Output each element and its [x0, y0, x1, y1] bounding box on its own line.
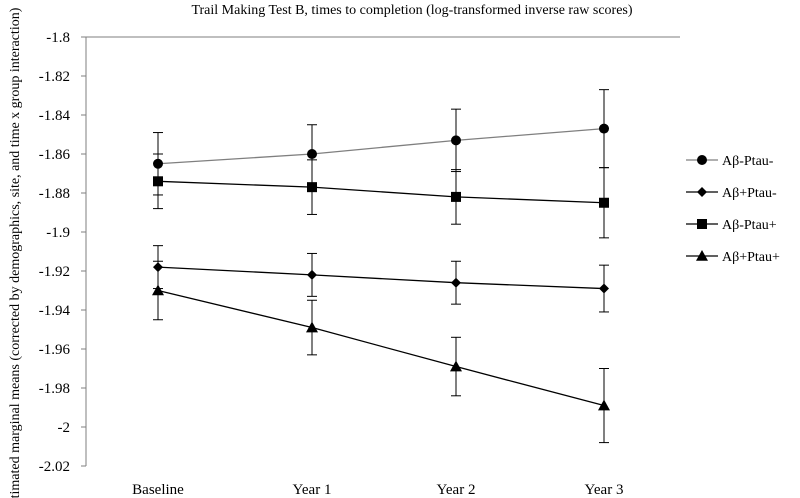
series-1	[153, 89, 609, 196]
legend-marker	[697, 155, 707, 165]
y-tick-label: -2	[58, 420, 71, 436]
y-tick-label: -1.94	[39, 303, 71, 319]
y-axis-title: Estimated marginal means (corrected by d…	[8, 7, 23, 498]
legend-item: Aβ+Ptau-	[686, 186, 777, 201]
y-tick-label: -1.8	[46, 30, 70, 46]
legend-marker	[697, 219, 707, 229]
y-tick-label: -1.86	[39, 147, 71, 163]
legend-item: Aβ+Ptau+	[686, 250, 780, 265]
series-line	[157, 180, 605, 204]
data-point	[599, 283, 609, 294]
legend-label: Aβ-Ptau+	[722, 218, 777, 233]
data-point	[307, 182, 317, 193]
data-point	[451, 277, 461, 288]
data-point	[451, 191, 461, 202]
y-tick-label: -1.96	[39, 342, 71, 358]
series-2	[153, 245, 609, 313]
data-point	[598, 399, 610, 411]
y-tick-label: -1.88	[39, 186, 70, 202]
series-4	[152, 260, 610, 444]
legend-marker	[696, 250, 708, 261]
x-tick-label: Year 3	[585, 482, 624, 498]
y-tick-group: -1.8 -1.82 -1.84 -1.86 -1.88 -1.9 -1.92 -1.94 -1…	[39, 30, 86, 475]
y-tick-label: -2.02	[39, 459, 70, 475]
legend-label: Aβ+Ptau-	[722, 186, 777, 201]
x-tick-group: Baseline Year 1 Year 2 Year 3	[132, 482, 623, 498]
data-point	[599, 123, 609, 134]
x-tick-label: Baseline	[132, 482, 184, 498]
series-3	[153, 153, 609, 239]
legend: Aβ-Ptau- Aβ+Ptau- Aβ-Ptau+ Aβ+Ptau+	[686, 154, 780, 265]
series-line	[157, 128, 605, 165]
series-line	[157, 289, 605, 407]
data-point	[307, 149, 317, 159]
data-point	[599, 197, 609, 208]
x-tick-label: Year 2	[437, 482, 476, 498]
y-tick-label: -1.92	[39, 264, 70, 280]
chart-title: Trail Making Test B, times to completion…	[191, 3, 632, 18]
data-point	[451, 135, 461, 146]
y-tick-label: -1.98	[39, 381, 70, 397]
legend-marker	[697, 187, 707, 197]
y-tick-label: -1.84	[39, 108, 71, 124]
data-point	[450, 360, 462, 372]
data-point	[152, 284, 164, 296]
data-point	[153, 176, 163, 187]
series-group	[152, 89, 610, 444]
y-tick-label: -1.82	[39, 69, 70, 85]
legend-label: Aβ+Ptau+	[722, 250, 780, 265]
series-line	[157, 266, 605, 290]
legend-label: Aβ-Ptau-	[722, 154, 774, 169]
x-tick-label: Year 1	[293, 482, 332, 498]
legend-item: Aβ-Ptau+	[686, 218, 777, 233]
data-point	[306, 321, 318, 333]
data-point	[307, 269, 317, 280]
y-tick-label: -1.9	[46, 225, 70, 241]
legend-item: Aβ-Ptau-	[686, 154, 774, 169]
